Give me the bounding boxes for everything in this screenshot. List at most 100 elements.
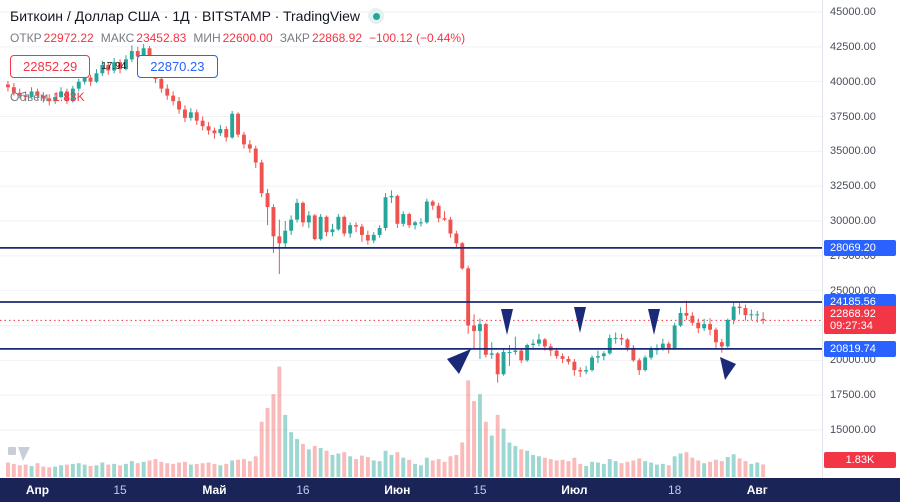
volume-bar	[725, 456, 730, 477]
volume-bar	[513, 445, 518, 477]
support-resistance-lines[interactable]	[0, 247, 822, 350]
volume-bar	[714, 459, 718, 477]
volume-bar	[454, 454, 459, 477]
candle-body	[183, 109, 187, 118]
candle-body	[106, 64, 111, 71]
candle-body	[112, 62, 117, 71]
volume-bar	[501, 428, 506, 477]
volume-bar	[354, 459, 358, 477]
candle-body	[578, 370, 583, 372]
candle-body	[531, 343, 535, 346]
volume-bar	[560, 459, 565, 477]
volume-bar	[637, 458, 642, 477]
candle-body	[454, 233, 459, 244]
candle-body	[224, 129, 229, 138]
volume-bar	[743, 461, 748, 477]
level-price-badge: 28069.20	[824, 239, 896, 256]
candle-body	[472, 325, 476, 332]
volume-bar	[483, 421, 488, 477]
volume-bar	[224, 463, 229, 477]
drawn-arrows[interactable]	[447, 307, 736, 380]
candle-body	[330, 229, 335, 233]
ohlc-row: ОТКР 22972.22 МАКС 23452.83 МИН 22600.00 ЗАКР 2…	[10, 31, 472, 45]
candle-body	[584, 370, 589, 372]
open-value: 22972.22	[43, 31, 94, 45]
volume-value: 1.83K	[53, 90, 85, 104]
candle-body	[371, 234, 376, 241]
volume-bar	[253, 456, 258, 477]
volume-bar	[242, 459, 246, 477]
time-axis-label: Июл	[561, 483, 588, 497]
candle-body	[690, 315, 695, 323]
volume-bar	[47, 467, 52, 477]
candle-body	[265, 193, 270, 208]
tradingview-logo[interactable]	[8, 447, 30, 461]
buy-button[interactable]: 22870.23	[137, 55, 218, 78]
candle-body	[129, 51, 134, 60]
bar-countdown: 09:27:34	[830, 320, 873, 333]
time-axis-label: 16	[296, 483, 310, 497]
candle-body	[460, 243, 465, 269]
market-status-icon[interactable]	[368, 8, 384, 24]
candle-body	[306, 215, 311, 223]
candle-body	[678, 312, 683, 326]
volume-bar	[112, 463, 117, 477]
candle-body	[660, 343, 665, 350]
candle-body	[513, 350, 518, 352]
time-axis-label: Апр	[25, 483, 50, 497]
volume-bar	[489, 435, 494, 477]
volume-bar	[59, 465, 63, 477]
volume-bar	[194, 463, 199, 477]
price-tick: 20000.00	[830, 354, 876, 367]
volume-bar	[690, 457, 695, 477]
volume-bar	[737, 458, 742, 477]
candle-body	[607, 338, 612, 354]
candle-body	[360, 226, 364, 235]
time-axis[interactable]: Апр 15 Май 16 Июн 15 Июл 18 Авг	[0, 478, 900, 502]
volume-bar	[212, 463, 217, 477]
volume-bar	[708, 461, 712, 477]
time-axis-label: Май	[202, 483, 227, 497]
candle-body	[631, 347, 636, 361]
volume-bar	[70, 463, 75, 477]
candle-body	[643, 357, 648, 371]
price-axis[interactable]: 45000.00 42500.00 40000.00 37500.00 35000.00…	[822, 0, 900, 478]
candle-body	[88, 77, 93, 82]
candle-body	[135, 51, 140, 57]
candle-body	[277, 236, 282, 244]
candle-body	[70, 88, 75, 102]
sell-button[interactable]: 22852.29	[10, 55, 91, 78]
volume-bar	[554, 460, 559, 477]
candle-body	[188, 112, 193, 118]
volume-bar	[348, 456, 353, 477]
volume-bar	[448, 456, 453, 477]
candle-body	[342, 216, 347, 234]
volume-bar	[407, 459, 412, 477]
volume-bar	[135, 463, 140, 477]
open-label: ОТКР	[10, 31, 42, 45]
candle-body	[401, 214, 406, 224]
dip-arrow[interactable]	[720, 357, 736, 380]
candle-body	[389, 195, 394, 198]
volume-bar	[619, 463, 624, 477]
candle-body	[419, 222, 423, 224]
breakdown-arrow[interactable]	[447, 349, 471, 374]
volume-bar	[100, 462, 105, 477]
time-axis-label: 15	[473, 483, 487, 497]
candle-body	[761, 318, 766, 321]
down-arrow-3[interactable]	[648, 309, 660, 335]
candle-body	[200, 120, 205, 127]
chart-plot-area[interactable]	[0, 0, 822, 478]
candle-body	[566, 358, 571, 362]
candle-body	[29, 91, 34, 97]
down-arrow-1[interactable]	[501, 309, 513, 335]
down-arrow-2[interactable]	[574, 307, 586, 333]
symbol-title[interactable]: Биткоин / Доллар США · 1Д · BITSTAMP · T…	[10, 8, 360, 24]
candle-body	[171, 95, 176, 102]
candle-body	[424, 201, 429, 223]
volume-bar	[11, 463, 16, 477]
volume-bar	[684, 452, 689, 477]
volume-bar	[377, 461, 382, 477]
volume-bar	[124, 463, 128, 477]
volume-bar	[76, 463, 81, 477]
